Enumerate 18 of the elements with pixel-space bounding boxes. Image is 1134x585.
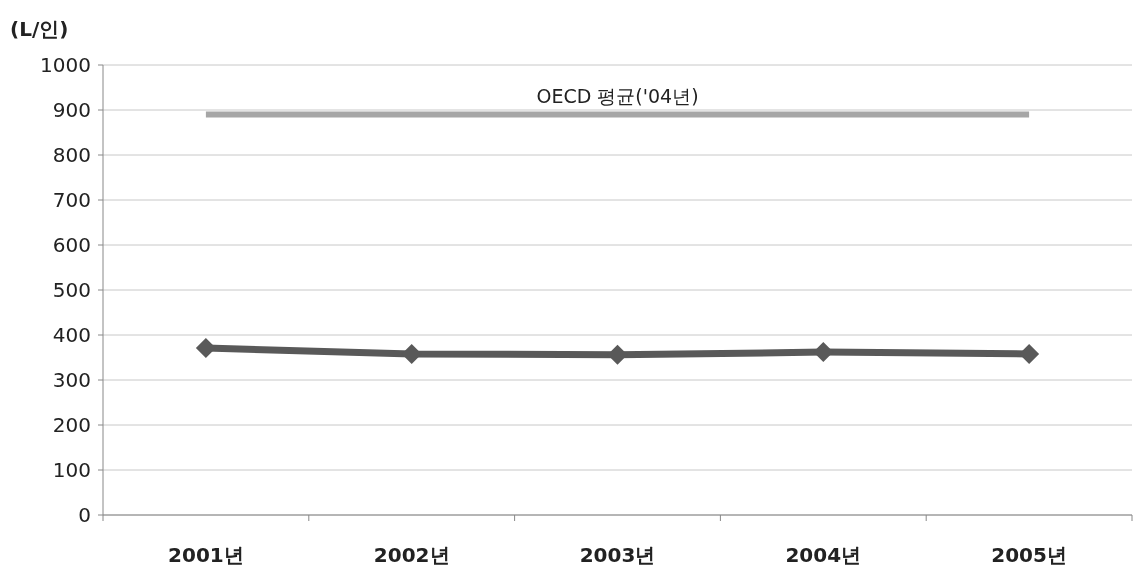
y-tick-label: 800 [52,143,91,167]
y-tick-label: 0 [78,503,91,527]
x-tick-label: 2003년 [579,543,656,567]
x-tick-label: 2004년 [785,543,862,567]
y-tick-label: 700 [52,188,91,212]
x-tick-label: 2005년 [991,543,1067,567]
y-tick-label: 300 [52,368,91,392]
y-tick-label: 500 [52,278,91,302]
y-tick-label: 100 [52,458,91,482]
y-tick-label: 200 [52,413,91,437]
y-tick-label: 900 [52,98,91,122]
y-tick-label: 400 [52,323,91,347]
y-tick-label: 1000 [40,53,91,77]
y-tick-label: 600 [52,233,91,257]
y-axis-title: (L/인) [10,17,69,41]
x-tick-label: 2002년 [373,543,450,567]
x-tick-label: 2001년 [168,543,244,567]
series-label: OECD 평균('04년) [536,84,699,107]
